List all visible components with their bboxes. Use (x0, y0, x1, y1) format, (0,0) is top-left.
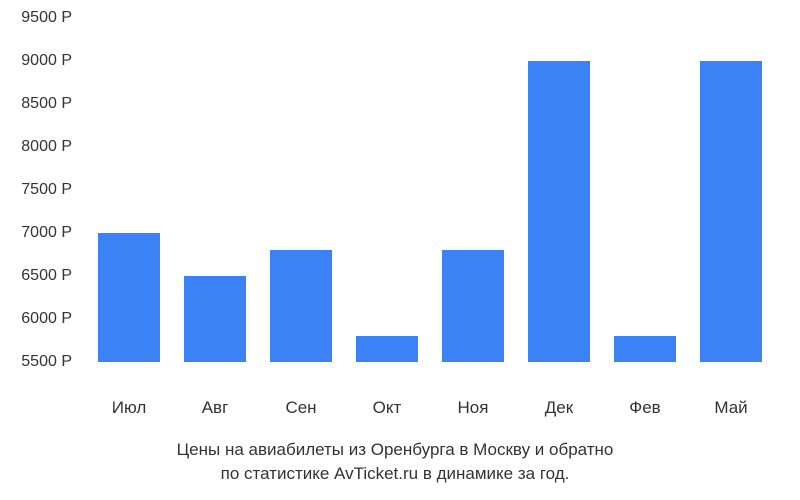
y-tick: 9500 Р (21, 10, 72, 26)
bar (528, 61, 590, 362)
x-tick: Ноя (442, 398, 504, 418)
bar (614, 336, 676, 362)
y-tick: 8500 Р (21, 96, 72, 112)
bar (700, 61, 762, 362)
y-tick: 8000 Р (21, 139, 72, 155)
y-tick: 7500 Р (21, 182, 72, 198)
caption-line-1: Цены на авиабилеты из Оренбурга в Москву… (177, 440, 614, 459)
x-tick: Май (700, 398, 762, 418)
bar (442, 250, 504, 362)
x-tick: Фев (614, 398, 676, 418)
chart-area: 9500 Р 9000 Р 8500 Р 8000 Р 7500 Р 7000 Р 6500… (10, 10, 780, 390)
y-axis: 9500 Р 9000 Р 8500 Р 8000 Р 7500 Р 7000 Р 6500… (10, 10, 80, 370)
x-tick: Дек (528, 398, 590, 418)
x-tick: Июл (98, 398, 160, 418)
y-tick: 9000 Р (21, 53, 72, 69)
y-tick: 5500 Р (21, 354, 72, 370)
bar (98, 233, 160, 362)
chart-caption: Цены на авиабилеты из Оренбурга в Москву… (10, 438, 780, 486)
x-tick: Авг (184, 398, 246, 418)
bar (270, 250, 332, 362)
y-tick: 7000 Р (21, 225, 72, 241)
x-tick: Сен (270, 398, 332, 418)
caption-line-2: по статистике AvTicket.ru в динамике за … (221, 464, 570, 483)
plot-area (80, 10, 780, 370)
y-tick: 6500 Р (21, 268, 72, 284)
price-chart: 9500 Р 9000 Р 8500 Р 8000 Р 7500 Р 7000 Р 6500… (0, 0, 800, 500)
x-axis: Июл Авг Сен Окт Ноя Дек Фев Май (80, 390, 780, 418)
x-tick: Окт (356, 398, 418, 418)
bar (184, 276, 246, 362)
bar (356, 336, 418, 362)
y-tick: 6000 Р (21, 311, 72, 327)
